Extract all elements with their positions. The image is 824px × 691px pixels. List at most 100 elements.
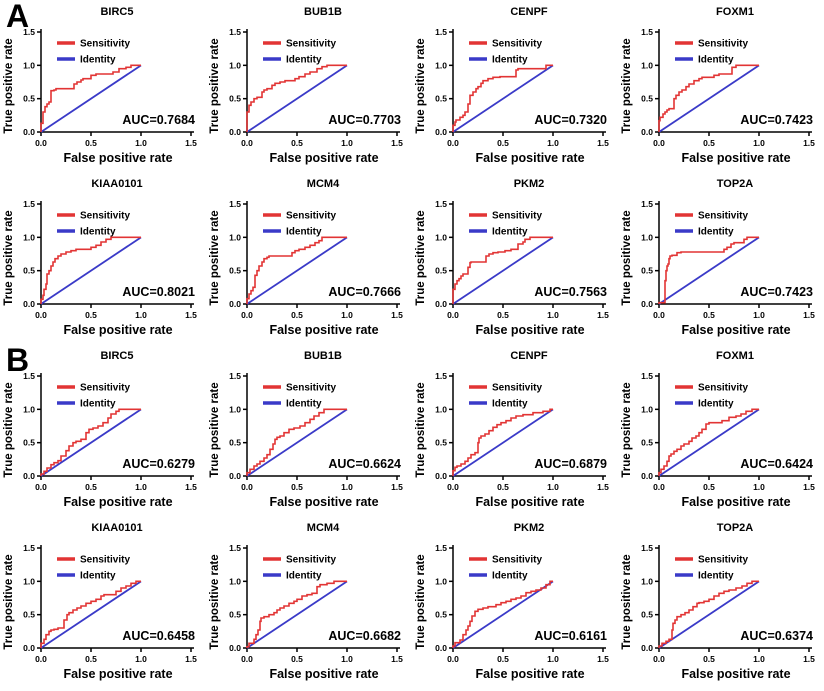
y-tick-label: 0.5 xyxy=(229,438,241,448)
y-tick-label: 1.5 xyxy=(23,371,35,381)
roc-panel-BIRC5: BIRC5 True positive rate 0.0 0.0 0.5 0.5 1.0 1.… xyxy=(0,2,206,174)
y-tick-label: 1.5 xyxy=(23,543,35,553)
auc-value: AUC=0.7666 xyxy=(328,285,401,299)
sensitivity-curve xyxy=(658,408,759,476)
x-tick-label: 0.5 xyxy=(291,138,303,148)
x-tick-label: 0.5 xyxy=(291,482,303,492)
legend-label: Sensitivity xyxy=(286,383,336,394)
y-tick-label: 1.0 xyxy=(229,232,241,242)
roc-panel-KIAA0101: KIAA0101 True positive rate 0.0 0.0 0.5 0.5 1.… xyxy=(0,518,206,690)
y-tick-label: 1.5 xyxy=(229,371,241,381)
y-tick-label: 0.5 xyxy=(641,610,653,620)
panel-title: BUB1B xyxy=(304,6,342,18)
x-axis-label: False positive rate xyxy=(269,667,379,681)
identity-line xyxy=(452,580,554,649)
axes xyxy=(449,373,606,480)
axes xyxy=(243,373,400,480)
identity-line xyxy=(40,64,142,133)
legend-label: Sensitivity xyxy=(286,211,336,222)
x-tick-label: 1.5 xyxy=(391,138,403,148)
roc-panel-MCM4: MCM4 True positive rate 0.0 0.0 0.5 0.5 1.0 1.0… xyxy=(206,174,412,346)
roc-plot: 0.00.0 0.5 0.5 1.0 1.0 1.5 1.5 Sensitivity Ident… xyxy=(641,27,815,148)
auc-value: AUC=0.7563 xyxy=(534,285,607,299)
identity-line xyxy=(658,64,760,133)
panel-title: BIRC5 xyxy=(100,350,134,362)
x-tick-label: 1.5 xyxy=(597,138,609,148)
auc-value: AUC=0.6424 xyxy=(740,457,813,471)
x-tick-label: 0.5 xyxy=(85,482,97,492)
auc-value: AUC=0.7423 xyxy=(740,113,813,127)
auc-value: AUC=0.7320 xyxy=(534,113,607,127)
y-tick-label: 0.0 xyxy=(229,299,241,309)
y-tick-label: 1.5 xyxy=(641,27,653,37)
x-axis-label: False positive rate xyxy=(269,323,379,337)
x-tick-label: 1.5 xyxy=(185,310,197,320)
y-axis-label: True positive rate xyxy=(209,38,221,134)
y-tick-label: 0.5 xyxy=(641,266,653,276)
x-tick-label: 0.5 xyxy=(497,482,509,492)
x-tick-label: 0.0 xyxy=(35,654,47,664)
axes xyxy=(37,201,194,308)
auc-value: AUC=0.7703 xyxy=(328,113,401,127)
sensitivity-curve xyxy=(246,64,347,132)
panel-title: PKM2 xyxy=(513,178,545,190)
section-label-A: A xyxy=(6,0,30,34)
y-tick-label: 0.0 xyxy=(23,299,35,309)
sensitivity-curve xyxy=(246,236,347,304)
y-tick-label: 1.0 xyxy=(23,404,35,414)
legend-label: Identity xyxy=(286,55,322,66)
x-tick-label: 1.0 xyxy=(135,654,147,664)
axes xyxy=(449,201,606,308)
y-tick-label: 0.0 xyxy=(229,471,241,481)
x-tick-label: 0.5 xyxy=(703,310,715,320)
x-tick-label: 1.5 xyxy=(185,138,197,148)
legend-label: Identity xyxy=(492,55,528,66)
roc-panel-BUB1B: BUB1B True positive rate 0.0 0.0 0.5 0.5 1.0 1.… xyxy=(206,346,412,518)
roc-panel-PKM2: PKM2 True positive rate 0.0 0.0 0.5 0.5 1.0 1.0… xyxy=(412,518,618,690)
y-tick-label: 0.0 xyxy=(641,127,653,137)
x-tick-label: 1.0 xyxy=(341,310,353,320)
y-axis-label: True positive rate xyxy=(415,210,427,306)
legend-label: Identity xyxy=(80,571,116,582)
axes xyxy=(449,545,606,652)
x-tick-label: 0.0 xyxy=(653,138,665,148)
x-tick-label: 1.0 xyxy=(547,482,559,492)
y-tick-label: 1.0 xyxy=(641,404,653,414)
y-tick-label: 0.0 xyxy=(641,643,653,653)
y-tick-label: 1.5 xyxy=(229,27,241,37)
sensitivity-curve xyxy=(452,64,553,132)
panel-title: FOXM1 xyxy=(716,6,754,18)
y-tick-label: 1.5 xyxy=(23,199,35,209)
roc-plot: 0.00.0 0.5 0.5 1.0 1.0 1.5 1.5 Sensitivity Ident… xyxy=(23,199,197,320)
y-tick-label: 0.5 xyxy=(435,94,447,104)
x-axis-label: False positive rate xyxy=(681,151,791,165)
y-tick-label: 1.0 xyxy=(229,60,241,70)
identity-line xyxy=(246,408,348,477)
roc-plot: 0.00.0 0.5 0.5 1.0 1.0 1.5 1.5 Sensitivity Ident… xyxy=(435,371,609,492)
identity-line xyxy=(452,64,554,133)
x-tick-label: 1.0 xyxy=(341,138,353,148)
legend-label: Identity xyxy=(492,227,528,238)
x-axis-label: False positive rate xyxy=(681,495,791,509)
y-tick-label: 1.0 xyxy=(23,232,35,242)
y-tick-label: 1.5 xyxy=(229,199,241,209)
y-tick-label: 0.0 xyxy=(23,127,35,137)
legend-label: Identity xyxy=(80,55,116,66)
roc-panel-BIRC5: BIRC5 True positive rate 0.0 0.0 0.5 0.5 1.0 1.… xyxy=(0,346,206,518)
legend-label: Identity xyxy=(492,571,528,582)
x-tick-label: 0.5 xyxy=(497,138,509,148)
x-axis-label: False positive rate xyxy=(63,151,173,165)
identity-line xyxy=(658,236,760,305)
y-tick-label: 0.5 xyxy=(229,266,241,276)
y-tick-label: 1.5 xyxy=(435,27,447,37)
y-tick-label: 0.5 xyxy=(229,610,241,620)
roc-panel-CENPF: CENPF True positive rate 0.0 0.0 0.5 0.5 1.0 1.… xyxy=(412,2,618,174)
x-axis-label: False positive rate xyxy=(475,667,585,681)
identity-line xyxy=(452,408,554,477)
y-tick-label: 0.0 xyxy=(229,127,241,137)
legend-label: Sensitivity xyxy=(492,39,542,50)
x-tick-label: 0.0 xyxy=(447,654,459,664)
legend-label: Sensitivity xyxy=(492,383,542,394)
auc-value: AUC=0.6374 xyxy=(740,629,813,643)
x-tick-label: 0.0 xyxy=(653,482,665,492)
